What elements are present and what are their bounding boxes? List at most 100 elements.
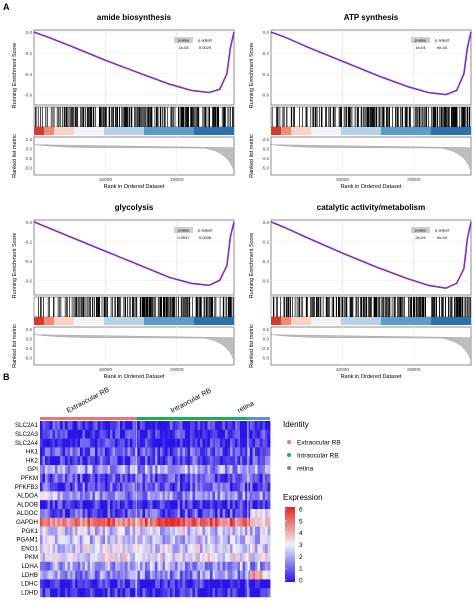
heatmap-cell (235, 509, 238, 518)
heatmap-cell (67, 491, 71, 501)
rank-color-segment (199, 127, 205, 135)
heatmap-cell (185, 438, 188, 448)
heatmap-cell (62, 429, 66, 439)
heatmap-cell (122, 456, 126, 466)
heatmap-cell (97, 588, 101, 598)
heatmap-cell (42, 429, 46, 439)
heatmap-cell (72, 429, 76, 439)
identity-legend-label: Extraocular RB (297, 440, 341, 447)
gene-label: ALDOC (17, 510, 39, 517)
heatmap-cell (42, 579, 46, 589)
heatmap-cell (235, 579, 238, 589)
heatmap-cell (265, 500, 268, 510)
heatmap-cell (105, 535, 108, 545)
heatmap-cell (52, 421, 56, 430)
heatmap-cell (85, 429, 88, 439)
heatmap-cell (150, 561, 153, 571)
heatmap-cell (165, 509, 168, 518)
heatmap-cell (207, 500, 211, 510)
heatmap-cell (190, 570, 193, 580)
heatmap-cell (252, 465, 256, 474)
heatmap-cell (77, 456, 81, 466)
rank-color-segment (159, 317, 165, 325)
heatmap-cell (122, 570, 126, 580)
heatmap-cell (42, 421, 46, 430)
heatmap-cell (212, 509, 216, 518)
heatmap-cell (75, 500, 78, 510)
heatmap-cell (47, 509, 51, 518)
heatmap-cell (50, 544, 53, 554)
heatmap-cell (225, 535, 228, 545)
heatmap-cell (62, 482, 66, 492)
heatmap-cell (152, 535, 156, 545)
rank-color-segment (39, 317, 45, 325)
heatmap-cell (127, 491, 131, 501)
heatmap-cell (212, 561, 216, 571)
heatmap-cell (70, 438, 73, 448)
heatmap-cell (175, 588, 178, 598)
heatmap-cell (180, 517, 183, 527)
heatmap-cell (45, 429, 48, 439)
heatmap-cell (57, 544, 61, 554)
heatmap-cell (247, 509, 251, 518)
heatmap-cell (165, 429, 168, 439)
y-tick-label: 0.0 (26, 30, 33, 35)
heatmap-cell (75, 535, 78, 545)
heatmap-cell (77, 526, 81, 536)
heatmap-cell (42, 535, 46, 545)
heatmap-cell (147, 482, 151, 492)
heatmap-cell (247, 500, 251, 510)
heatmap-cell (190, 535, 193, 545)
heatmap-cell (177, 517, 181, 527)
heatmap-cell (157, 588, 161, 598)
heatmap-cell (262, 544, 266, 554)
heatmap-cell (237, 535, 241, 545)
heatmap-cell (87, 588, 91, 598)
heatmap-cell (152, 526, 156, 536)
heatmap-cell (75, 482, 78, 492)
rank-color-segment (199, 317, 205, 325)
heatmap-cell (127, 482, 131, 492)
heatmap-cell (225, 447, 228, 457)
heatmap-cell (72, 421, 76, 430)
heatmap-cell (185, 500, 188, 510)
heatmap-cell (115, 465, 118, 474)
heatmap-cell (240, 570, 243, 580)
enrichment-score-line (270, 221, 472, 289)
heatmap-cell (40, 561, 43, 571)
heatmap-cell (197, 561, 201, 571)
heatmap-cell (40, 544, 43, 554)
rank-color-segment (286, 127, 292, 135)
heatmap-cell (60, 509, 63, 518)
heatmap-cell (160, 544, 163, 554)
heatmap-cell (60, 561, 63, 571)
heatmap-cell (55, 491, 58, 501)
heatmap-cell (230, 482, 233, 492)
heatmap-cell (75, 544, 78, 554)
heatmap-cell (247, 473, 251, 483)
heatmap-cell (100, 456, 103, 466)
rank-color-segment (296, 317, 302, 325)
heatmap-cell (87, 570, 91, 580)
heatmap-cell (72, 456, 76, 466)
heatmap-cell (60, 473, 63, 483)
heatmap-cell (52, 491, 56, 501)
rank-color-segment (179, 317, 185, 325)
heatmap-cell (202, 535, 206, 545)
heatmap-cell (107, 500, 111, 510)
heatmap-cell (175, 500, 178, 510)
es-plot-frame (270, 219, 472, 296)
heatmap-cell (222, 535, 226, 545)
heatmap-cell (105, 588, 108, 598)
heatmap-cell (157, 491, 161, 501)
heatmap-cell (190, 447, 193, 457)
heatmap-cell (85, 544, 88, 554)
heatmap-cell (47, 482, 51, 492)
heatmap-cell (250, 447, 253, 457)
heatmap-cell (72, 553, 76, 562)
heatmap-cell (267, 579, 271, 589)
y-tick-label: 0.0 (263, 30, 270, 35)
heatmap-cell (40, 509, 43, 518)
heatmap-cell (240, 473, 243, 483)
heatmap-cell (222, 447, 226, 457)
